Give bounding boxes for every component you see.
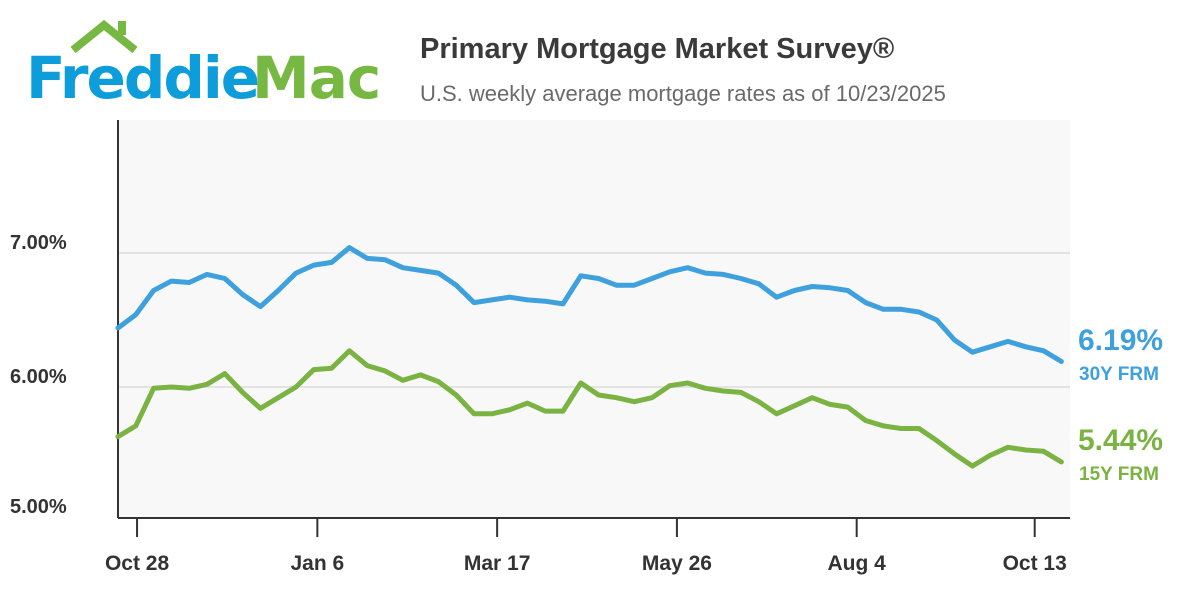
logo-freddie: Freddie (26, 44, 258, 112)
x-tick-label: Oct 28 (105, 552, 170, 575)
plot-area (118, 120, 1070, 518)
y-tick-label: 6.00% (10, 366, 67, 388)
freddie-mac-logo: Freddie Mac (26, 19, 381, 112)
house-chimney-icon (118, 21, 126, 35)
y-tick-label: 7.00% (10, 232, 67, 254)
x-tick-label: Oct 13 (1003, 552, 1067, 575)
chart-title: Primary Mortgage Market Survey® (420, 33, 894, 65)
series-line-30y-frm (115, 245, 1064, 364)
x-tick-label: Mar 17 (464, 552, 531, 575)
y-tick-label: 5.00% (10, 496, 67, 518)
house-roof-icon (70, 19, 138, 54)
latest-value-15y-frm: 5.44% (1078, 424, 1163, 457)
logo-mac: Mac (252, 44, 380, 112)
series-line-15y-frm (115, 348, 1064, 469)
x-tick-label: Jan 6 (291, 552, 345, 575)
chart-subtitle: U.S. weekly average mortgage rates as of… (420, 81, 946, 106)
legend-label-30y-frm: 30Y FRM (1079, 364, 1159, 385)
legend-label-15y-frm: 15Y FRM (1079, 464, 1159, 485)
x-tick-label: May 26 (642, 552, 712, 575)
latest-value-30y-frm: 6.19% (1078, 324, 1163, 357)
x-tick-label: Aug 4 (828, 552, 887, 575)
